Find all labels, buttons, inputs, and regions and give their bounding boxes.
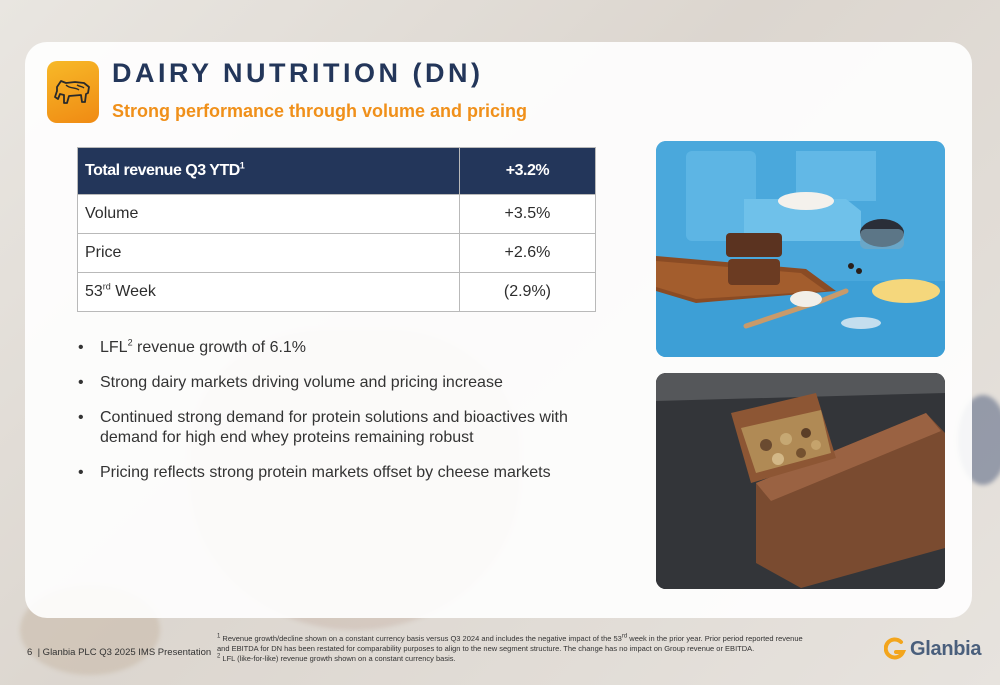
row-label-price: Price bbox=[77, 233, 460, 273]
table-row: Volume +3.5% bbox=[77, 194, 597, 234]
glanbia-brand: Glanbia bbox=[884, 637, 982, 661]
footnotes: 1 Revenue growth/decline shown on a cons… bbox=[217, 634, 817, 664]
dairy-logo-badge bbox=[47, 61, 99, 123]
row-value-price: +2.6% bbox=[458, 233, 597, 273]
chocolate-bars-dark-illustration bbox=[656, 373, 945, 589]
bullet-item: Pricing reflects strong protein markets … bbox=[78, 463, 598, 483]
page-title: DAIRY NUTRITION (DN) bbox=[112, 58, 484, 88]
brand-name: Glanbia bbox=[910, 637, 982, 660]
bullet-item: LFL2 revenue growth of 6.1% bbox=[78, 338, 598, 358]
bullet-item: Continued strong demand for protein solu… bbox=[78, 408, 598, 448]
row-label-53rd-week: 53rd Week bbox=[77, 272, 460, 312]
table-row: Price +2.6% bbox=[77, 233, 597, 273]
footnote-2: 2 LFL (like-for-like) revenue growth sho… bbox=[217, 653, 456, 664]
page-number: 6 bbox=[27, 647, 33, 658]
table-header-label: Total revenue Q3 YTD1 bbox=[77, 147, 460, 195]
row-label-volume: Volume bbox=[77, 194, 460, 234]
bullet-list: LFL2 revenue growth of 6.1% Strong dairy… bbox=[78, 338, 598, 498]
glanbia-logo-icon bbox=[884, 637, 906, 660]
presentation-name: | Glanbia PLC Q3 2025 IMS Presentation bbox=[37, 647, 212, 658]
table-row: 53rd Week (2.9%) bbox=[77, 272, 597, 312]
page-subtitle: Strong performance through volume and pr… bbox=[112, 101, 528, 121]
protein-bars-blue-illustration bbox=[656, 141, 945, 357]
footnote-1: 1 Revenue growth/decline shown on a cons… bbox=[217, 633, 803, 654]
chocolate-bars-dark-photo bbox=[656, 373, 945, 589]
table-header-value: +3.2% bbox=[458, 147, 597, 195]
row-value-53rd-week: (2.9%) bbox=[458, 272, 597, 312]
table-header-row: Total revenue Q3 YTD1 +3.2% bbox=[77, 147, 597, 195]
protein-bars-blue-photo bbox=[656, 141, 945, 357]
bullet-item: Strong dairy markets driving volume and … bbox=[78, 373, 598, 393]
row-value-volume: +3.5% bbox=[458, 194, 597, 234]
footer-page-info: 6 | Glanbia PLC Q3 2025 IMS Presentation bbox=[27, 647, 211, 658]
cow-icon bbox=[54, 80, 90, 104]
revenue-table: Total revenue Q3 YTD1 +3.2% Volume +3.5%… bbox=[77, 147, 597, 312]
